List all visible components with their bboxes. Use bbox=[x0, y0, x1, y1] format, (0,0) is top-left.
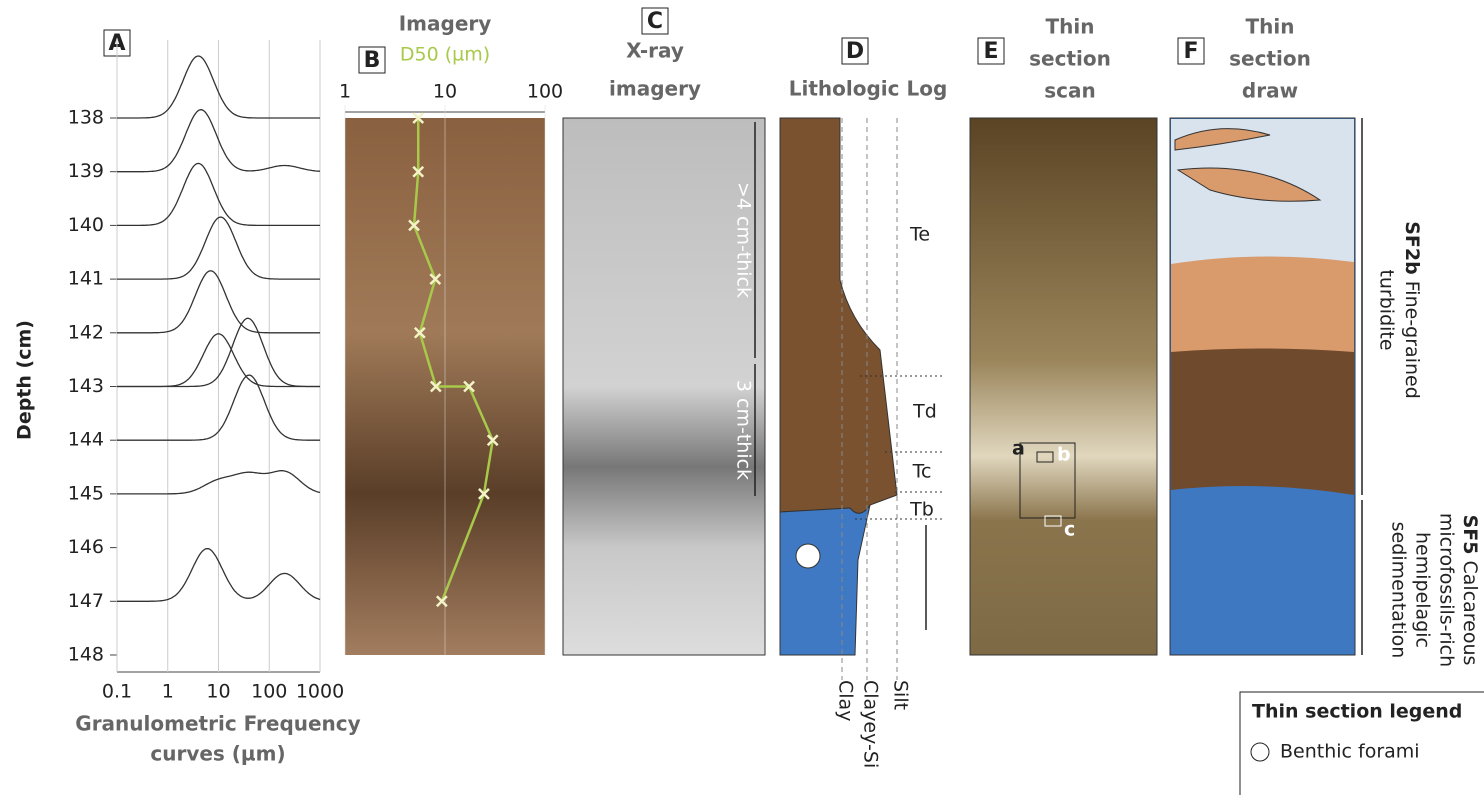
grain-size-lines bbox=[841, 118, 898, 680]
panel-title: Imagery bbox=[399, 12, 492, 36]
thickness-label: >4 cm-thick bbox=[733, 182, 755, 298]
x-tick-label: 1 bbox=[339, 81, 351, 103]
facies-line: microfossils-rich bbox=[1436, 513, 1458, 667]
xray-image bbox=[562, 117, 766, 656]
y-tick-label: 141 bbox=[68, 268, 104, 290]
zoom-box-c bbox=[1044, 515, 1062, 527]
facies-line: turbidite bbox=[1376, 269, 1398, 350]
x-tick-label: 1000 bbox=[296, 681, 344, 703]
thickness-label: 3 cm-thick bbox=[733, 380, 755, 480]
facies-line: sedimentation bbox=[1388, 522, 1410, 659]
y-tick-label: 140 bbox=[68, 214, 104, 236]
x-tick-label: 100 bbox=[527, 81, 563, 103]
facies-line: hemipelagic bbox=[1412, 532, 1434, 648]
frequency-curve bbox=[117, 547, 321, 602]
frequency-curve bbox=[117, 216, 320, 280]
unit-label: Tb bbox=[909, 499, 934, 521]
panel-letter: C bbox=[647, 9, 663, 34]
legend-title: Thin section legend bbox=[1252, 701, 1462, 723]
zoom-box-b bbox=[1036, 451, 1054, 463]
d50-point bbox=[429, 380, 442, 393]
x-tick-label: 10 bbox=[433, 81, 457, 103]
panel-title: scan bbox=[1044, 79, 1096, 103]
y-tick-label: 145 bbox=[68, 482, 104, 504]
interval-arrows bbox=[754, 118, 1363, 655]
y-tick-label: 138 bbox=[68, 107, 104, 129]
y-tick-label: 139 bbox=[68, 160, 104, 182]
legend-box bbox=[1239, 691, 1484, 799]
legend-icon bbox=[1250, 742, 1270, 762]
facies-label: SF5 Calcareous bbox=[1460, 515, 1482, 666]
d50-point bbox=[463, 380, 475, 393]
legend-label: D50 (µm) bbox=[400, 44, 490, 66]
d50-point bbox=[408, 219, 420, 232]
facies-line: Fine-grained bbox=[1402, 281, 1424, 399]
d50-point bbox=[486, 434, 499, 447]
panel-letter: E bbox=[983, 39, 998, 64]
panel-title: section bbox=[1229, 47, 1311, 71]
y-tick-label: 144 bbox=[68, 429, 104, 451]
lithology-hemipelagic bbox=[779, 504, 871, 656]
panel-title: draw bbox=[1242, 79, 1298, 103]
d50-point bbox=[435, 595, 448, 608]
frequency-curve bbox=[117, 109, 321, 173]
unit-label: Te bbox=[909, 224, 930, 246]
panel-title: Thin bbox=[1246, 15, 1295, 39]
draw-brown bbox=[1171, 348, 1354, 495]
d50-line bbox=[412, 118, 495, 602]
d50-point bbox=[478, 488, 490, 500]
foraminifera bbox=[795, 543, 821, 569]
thin-section-scan bbox=[969, 117, 1158, 656]
frequency-curve bbox=[117, 55, 320, 119]
grain-size-label: Clay bbox=[835, 680, 857, 721]
d50-point bbox=[412, 112, 425, 124]
grain-size-label: Silt bbox=[890, 680, 912, 710]
zoom-label: c bbox=[1064, 519, 1075, 541]
panel-letter: B bbox=[364, 48, 381, 73]
x-tick-label: 10 bbox=[206, 681, 230, 703]
frequency-curve bbox=[117, 162, 320, 227]
panel-letter: D bbox=[846, 39, 864, 64]
draw-lenses bbox=[1174, 128, 1322, 202]
y-tick-label: 147 bbox=[68, 590, 104, 612]
y-axis-label: Depth (cm) bbox=[14, 320, 36, 440]
panel-title: section bbox=[1029, 47, 1111, 71]
frequency-curve bbox=[117, 317, 320, 388]
d50-point bbox=[429, 273, 442, 285]
y-tick-label: 148 bbox=[68, 644, 104, 666]
facies-line: Calcareous bbox=[1460, 561, 1482, 666]
frequency-curve bbox=[117, 470, 321, 495]
y-tick-label: 143 bbox=[68, 375, 104, 397]
facies-label: SF2b Fine-grained bbox=[1402, 221, 1424, 399]
facies-code: SF5 bbox=[1460, 515, 1482, 555]
x-tick-label: 100 bbox=[251, 681, 287, 703]
unit-label: Td bbox=[912, 401, 937, 423]
panel-title: Lithologic Log bbox=[789, 77, 948, 101]
y-tick-label: 146 bbox=[68, 536, 104, 558]
x-tick-label: 1 bbox=[162, 681, 174, 703]
x-tick-label: 0.1 bbox=[102, 681, 132, 703]
lithology-turbidite bbox=[779, 117, 898, 514]
unit-label: Tc bbox=[912, 461, 932, 483]
x-axis-label: Granulometric Frequency bbox=[75, 712, 360, 736]
x-axis-label: curves (µm) bbox=[150, 742, 285, 766]
panel-title: Thin bbox=[1046, 15, 1095, 39]
unit-boundaries bbox=[855, 375, 945, 520]
zoom-box-a bbox=[1019, 442, 1076, 519]
d50-point bbox=[413, 326, 426, 339]
y-tick-label: 142 bbox=[68, 321, 104, 343]
panel-letter: F bbox=[1183, 39, 1198, 64]
zoom-label: a bbox=[1012, 438, 1025, 460]
draw-orange bbox=[1171, 256, 1354, 352]
facies-code: SF2b bbox=[1402, 221, 1424, 274]
legend-item: Benthic forami bbox=[1280, 741, 1420, 763]
d50-point bbox=[412, 165, 425, 178]
grain-size-label: Clayey-Si bbox=[860, 680, 882, 768]
frequency-curve bbox=[117, 270, 320, 334]
panel-title: imagery bbox=[609, 77, 701, 101]
panel-title: X-ray bbox=[626, 39, 684, 63]
frequency-curve bbox=[117, 374, 320, 441]
zoom-label: b bbox=[1057, 444, 1071, 466]
